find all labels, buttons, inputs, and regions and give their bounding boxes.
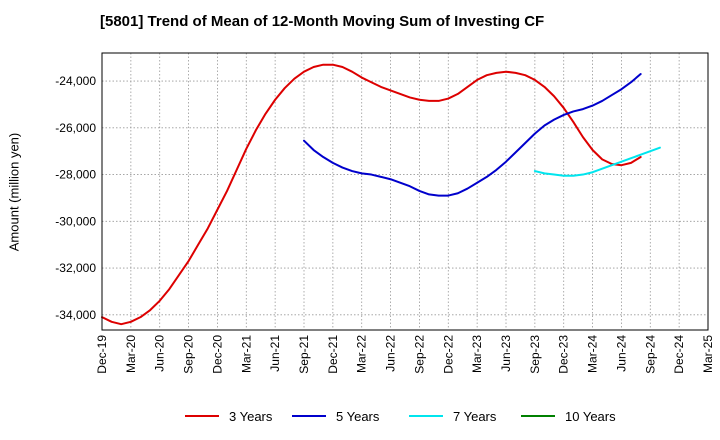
x-tick-label: Dec-21 [326, 335, 340, 374]
legend: 3 Years 5 Years 7 Years 10 Years [0, 406, 720, 426]
x-tick-label: Mar-22 [355, 335, 369, 373]
x-tick-label: Dec-20 [210, 335, 224, 374]
x-tick-label: Jun-24 [614, 335, 628, 372]
y-tick-label: -26,000 [55, 121, 96, 135]
x-tick-label: Mar-25 [701, 335, 715, 373]
series-line-5-years [303, 73, 642, 197]
x-tick-label: Sep-24 [643, 335, 657, 374]
x-tick-label: Mar-24 [586, 335, 600, 373]
y-tick-label: -30,000 [55, 214, 96, 228]
legend-label-3-years: 3 Years [229, 408, 273, 424]
x-tick-label: Dec-22 [441, 335, 455, 374]
x-tick-label: Jun-21 [268, 335, 282, 372]
legend-swatch-10-years [521, 415, 555, 417]
x-tick-label: Sep-23 [528, 335, 542, 374]
y-tick-label: -28,000 [55, 168, 96, 182]
y-tick-label: -24,000 [55, 74, 96, 88]
series-line-3-years [101, 63, 642, 326]
y-tick-label: -34,000 [55, 308, 96, 322]
legend-item-3-years: 3 Years [185, 406, 272, 426]
x-tick-label: Jun-20 [153, 335, 167, 372]
legend-swatch-7-years [409, 415, 443, 417]
x-tick-label: Mar-21 [239, 335, 253, 373]
x-tick-label: Jun-22 [384, 335, 398, 372]
legend-item-10-years: 10 Years [521, 406, 616, 426]
x-tick-label: Dec-24 [672, 335, 686, 374]
legend-label-5-years: 5 Years [336, 408, 380, 424]
plot-frame [101, 52, 709, 331]
x-tick-label: Jun-23 [499, 335, 513, 372]
legend-label-10-years: 10 Years [565, 408, 616, 424]
legend-swatch-5-years [292, 415, 326, 417]
legend-item-5-years: 5 Years [292, 406, 379, 426]
x-tick-label: Sep-20 [182, 335, 196, 374]
x-tick-label: Mar-23 [470, 335, 484, 373]
y-tick-label: -32,000 [55, 261, 96, 275]
legend-label-7-years: 7 Years [453, 408, 497, 424]
legend-item-7-years: 7 Years [409, 406, 496, 426]
x-tick-label: Sep-21 [297, 335, 311, 374]
x-tick-label: Dec-19 [95, 335, 109, 374]
chart-title: [5801] Trend of Mean of 12-Month Moving … [100, 13, 545, 30]
x-tick-label: Dec-23 [557, 335, 571, 374]
series-line-7-years [533, 146, 661, 177]
legend-swatch-3-years [185, 415, 219, 417]
x-tick-label: Mar-20 [124, 335, 138, 373]
x-tick-label: Sep-22 [412, 335, 426, 374]
